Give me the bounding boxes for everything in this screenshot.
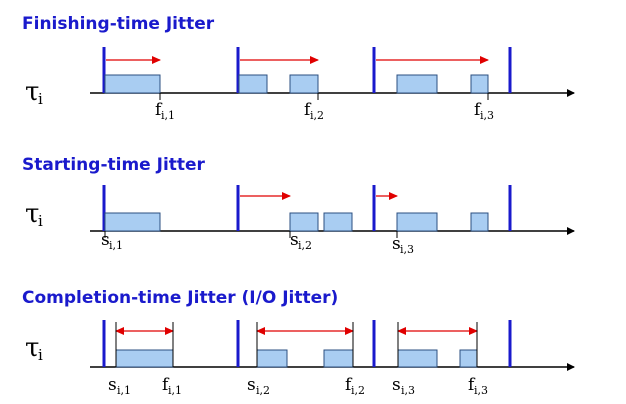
task-symbol: τ <box>25 77 39 107</box>
svg-text:s: s <box>101 230 110 250</box>
starting-time-label: s i,2 <box>290 230 312 252</box>
job-execution-block <box>470 74 489 94</box>
task-label: τ i <box>25 77 43 108</box>
job-execution-block <box>323 349 354 368</box>
finishing-time-label: f i,1 <box>155 100 175 122</box>
svg-text:i,2: i,2 <box>256 384 270 397</box>
job-execution-block <box>115 349 174 368</box>
svg-text:s: s <box>247 375 256 395</box>
svg-text:s: s <box>108 375 117 395</box>
finishing-time-label: f i,1 <box>162 375 182 397</box>
panel-starting-time-jitter: Starting-time Jitter τ i s i,1 s i,2 s <box>22 155 575 256</box>
job-execution-block <box>323 212 353 232</box>
job-execution-block <box>396 212 438 232</box>
panel-title: Finishing-time Jitter <box>22 14 215 34</box>
svg-text:i,3: i,3 <box>480 109 494 122</box>
job-execution-block <box>238 74 268 94</box>
finishing-time-label: f i,3 <box>474 100 494 122</box>
job-execution-block <box>104 212 161 232</box>
svg-text:s: s <box>392 375 401 395</box>
svg-text:s: s <box>290 230 299 250</box>
svg-text:i,1: i,1 <box>117 384 131 397</box>
task-label: τ i <box>25 333 43 364</box>
task-subscript: i <box>38 90 43 108</box>
svg-text:i,3: i,3 <box>401 384 415 397</box>
svg-text:i,3: i,3 <box>474 384 488 397</box>
job-execution-block <box>396 74 438 94</box>
starting-time-label: s i,3 <box>392 375 415 397</box>
finishing-time-label: f i,3 <box>468 375 488 397</box>
svg-text:i,2: i,2 <box>298 239 312 252</box>
job-execution-block <box>397 349 438 368</box>
job-execution-block <box>289 212 319 232</box>
svg-text:f: f <box>474 100 482 120</box>
panel-title: Completion-time Jitter (I/O Jitter) <box>22 288 338 308</box>
finishing-time-label: f i,2 <box>304 100 324 122</box>
job-execution-block <box>104 74 161 94</box>
svg-text:i,1: i,1 <box>168 384 182 397</box>
job-execution-block <box>289 74 319 94</box>
svg-text:f: f <box>304 100 312 120</box>
starting-time-label: s i,1 <box>101 230 123 252</box>
task-symbol: τ <box>25 199 39 229</box>
job-execution-block <box>459 349 478 368</box>
svg-text:f: f <box>468 375 476 395</box>
svg-text:f: f <box>155 100 163 120</box>
svg-text:s: s <box>392 234 401 254</box>
svg-text:i,2: i,2 <box>310 109 324 122</box>
job-execution-block <box>470 212 489 232</box>
svg-text:i,1: i,1 <box>109 239 123 252</box>
panel-title: Starting-time Jitter <box>22 155 206 175</box>
task-subscript: i <box>38 346 43 364</box>
svg-text:f: f <box>162 375 170 395</box>
svg-text:i,3: i,3 <box>400 243 414 256</box>
task-label: τ i <box>25 199 43 230</box>
starting-time-label: s i,2 <box>247 375 270 397</box>
finishing-time-label: f i,2 <box>345 375 365 397</box>
svg-text:i,2: i,2 <box>351 384 365 397</box>
panel-completion-time-jitter: Completion-time Jitter (I/O Jitter) τ i … <box>22 288 575 397</box>
starting-time-label: s i,1 <box>108 375 131 397</box>
svg-text:f: f <box>345 375 353 395</box>
job-execution-block <box>256 349 288 368</box>
panel-finishing-time-jitter: Finishing-time Jitter τ i f i,1 f i,2 <box>22 14 575 122</box>
svg-text:i,1: i,1 <box>161 109 175 122</box>
task-subscript: i <box>38 212 43 230</box>
starting-time-label: s i,3 <box>392 234 414 256</box>
task-symbol: τ <box>25 333 39 363</box>
